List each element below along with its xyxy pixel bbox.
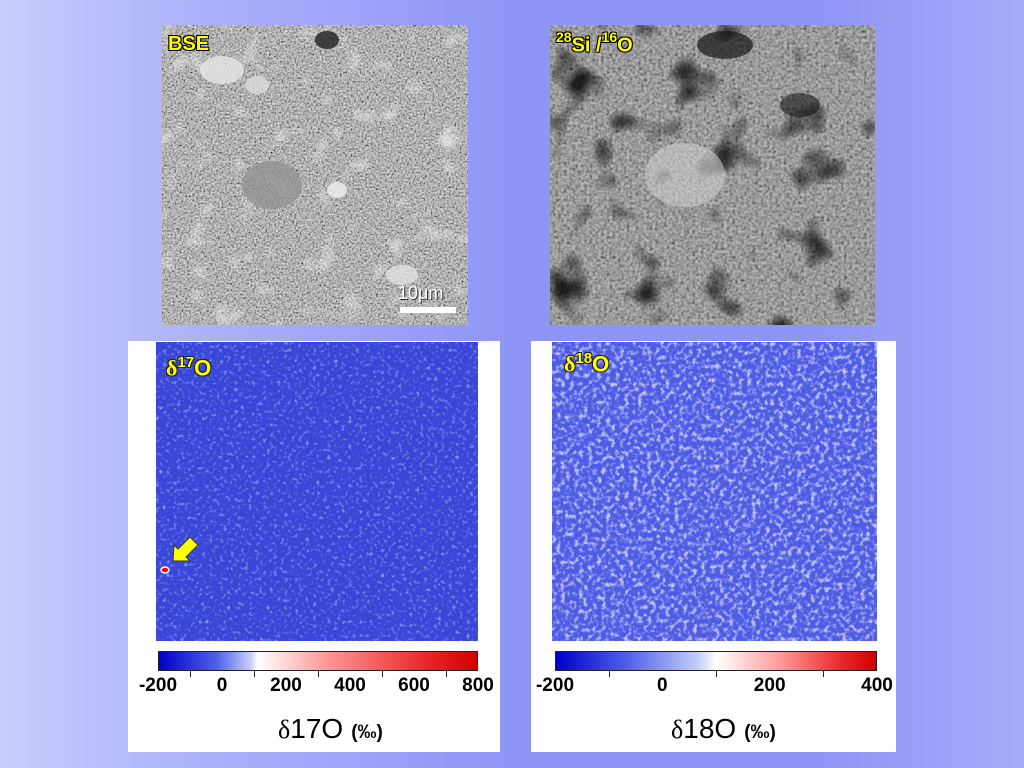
d18o-card: δ18O -200 0 200 400 δ18O (‰) — [531, 341, 896, 752]
d18o-colorbar — [555, 651, 877, 671]
d17o-tick-label: 0 — [216, 675, 228, 696]
o-element: O — [617, 34, 633, 57]
d18o-map-panel: δ18O — [552, 342, 877, 641]
si-o-image-panel: 28Si /16O — [550, 25, 875, 325]
scalebar — [400, 307, 456, 313]
d17o-minor-tick — [446, 671, 447, 677]
hotspot-marker — [160, 566, 170, 574]
d18o-label-element: O — [592, 351, 610, 377]
d17o-minor-tick — [190, 671, 191, 677]
d18o-tick-label: 200 — [753, 675, 786, 696]
d17o-minor-tick — [318, 671, 319, 677]
d17o-map — [156, 342, 478, 641]
si-o-label: 28Si /16O — [556, 29, 633, 58]
d17o-label-mass: 17 — [177, 354, 195, 371]
arrow-icon — [172, 536, 199, 562]
d17o-tick-label: 200 — [270, 675, 302, 696]
bse-image — [162, 25, 468, 325]
d17o-label: δ17O — [166, 354, 211, 381]
si-o-image — [550, 25, 875, 325]
d17o-tick-label: 800 — [462, 675, 494, 696]
d17o-card: δ17O -200 0 200 400 600 800 δ17O (‰) — [128, 341, 500, 752]
d18o-label-mass: 18 — [575, 350, 593, 367]
d17o-map-panel: δ17O — [156, 342, 478, 641]
d18o-axis-title: δ18O (‰) — [671, 713, 776, 745]
d18o-label-delta: δ — [564, 351, 576, 377]
d17o-tick-label: 600 — [398, 675, 430, 696]
d17o-label-element: O — [194, 355, 212, 381]
bse-label: BSE — [168, 33, 210, 55]
si-mass-number: 28 — [556, 29, 572, 45]
si-element: Si / — [571, 34, 602, 57]
d17o-axis-title: δ17O (‰) — [278, 713, 383, 745]
d17o-colorbar — [158, 651, 478, 671]
o-mass-number: 16 — [601, 29, 618, 45]
d18o-minor-tick — [823, 671, 825, 677]
d18o-label: δ18O — [564, 350, 609, 377]
d17o-minor-tick — [382, 671, 383, 677]
d17o-axis-unit: (‰) — [351, 722, 383, 743]
d17o-tick-label: 400 — [334, 675, 366, 696]
scalebar-label: 10μm — [398, 283, 444, 303]
d17o-minor-tick — [254, 671, 255, 677]
d18o-axis-delta: δ — [671, 715, 684, 744]
d18o-axis-isotope: 18O — [683, 713, 737, 744]
d18o-map — [552, 342, 877, 641]
d18o-minor-tick — [608, 671, 610, 677]
d18o-tick-label: -200 — [535, 675, 575, 696]
d17o-tick-label: -200 — [138, 675, 178, 696]
d18o-axis-unit: (‰) — [744, 722, 776, 743]
bse-image-panel: BSE 10μm — [162, 25, 468, 325]
d17o-axis-isotope: 17O — [290, 713, 344, 744]
d17o-axis-delta: δ — [278, 715, 291, 744]
d17o-label-delta: δ — [166, 355, 178, 381]
d18o-tick-label: 0 — [657, 675, 668, 696]
d18o-minor-tick — [716, 671, 717, 677]
d18o-tick-label: 400 — [861, 675, 893, 696]
